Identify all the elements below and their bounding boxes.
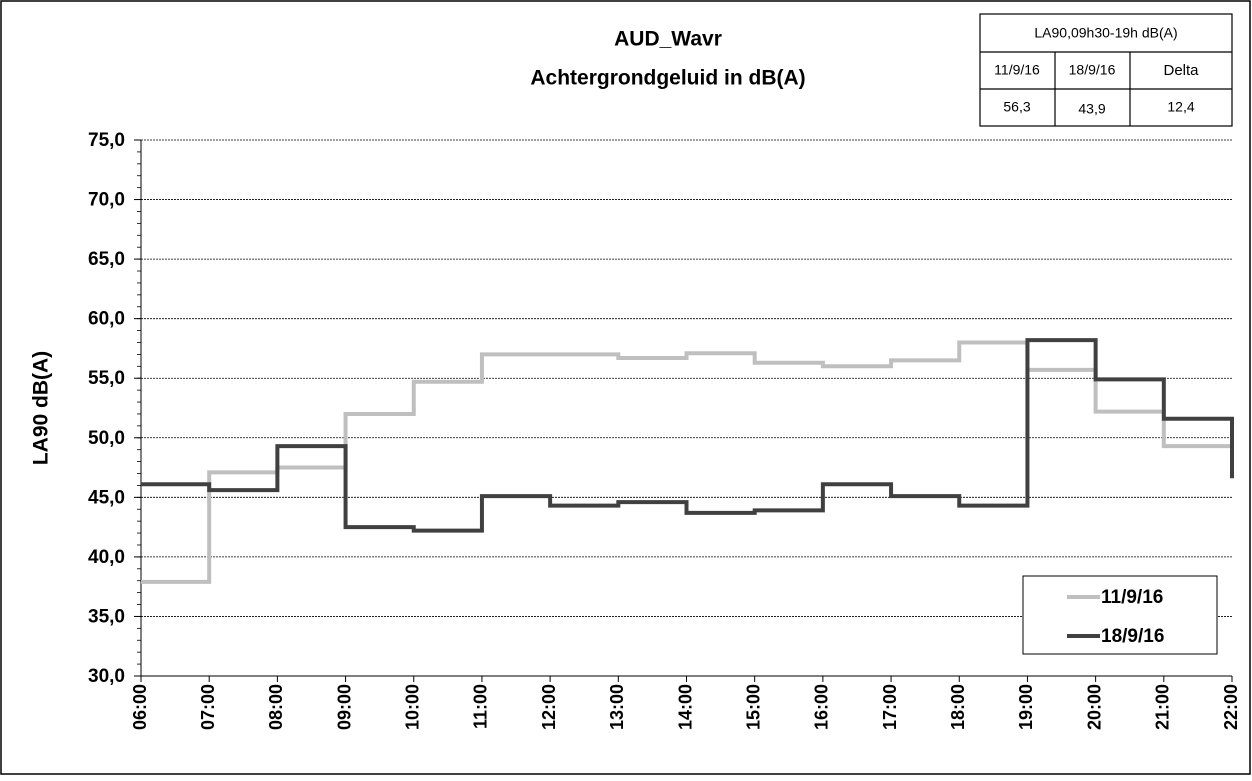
table-column: 18/9/16 [1069, 62, 1116, 78]
y-tick-label: 70,0 [88, 190, 125, 211]
x-tick-label: 14:00 [675, 684, 695, 730]
y-tick-label: 35,0 [88, 606, 125, 627]
chart-title: AUD_Wavr [614, 28, 722, 51]
x-tick-label: 22:00 [1221, 684, 1241, 730]
y-tick-label: 50,0 [88, 428, 125, 449]
y-tick-label: 65,0 [88, 249, 125, 270]
legend-box [1022, 575, 1218, 655]
x-tick-label: 17:00 [880, 684, 900, 730]
x-tick-label: 09:00 [334, 684, 354, 730]
y-axis-label: LA90 dB(A) [30, 351, 53, 465]
y-tick-label: 30,0 [88, 666, 125, 687]
table-column: Delta [1163, 62, 1199, 79]
x-tick-label: 08:00 [266, 684, 286, 730]
x-tick-label: 13:00 [607, 684, 627, 730]
x-tick-label: 15:00 [743, 684, 763, 730]
series-line [141, 338, 1234, 533]
x-tick-label: 20:00 [1084, 684, 1104, 730]
x-tick-label: 18:00 [948, 684, 968, 730]
table-header: LA90,09h30-19h dB(A) [1034, 25, 1177, 41]
x-tick-label: 07:00 [198, 684, 218, 730]
table-value: 56,3 [1003, 99, 1030, 115]
legend-label: 11/9/16 [1101, 587, 1163, 608]
x-tick-label: 06:00 [130, 684, 150, 730]
table-value: 43,9 [1078, 101, 1105, 117]
x-tick-label: 19:00 [1016, 684, 1036, 730]
x-tick-label: 21:00 [1153, 684, 1173, 730]
x-tick-label: 11:00 [471, 684, 491, 729]
legend-label: 18/9/16 [1101, 626, 1164, 647]
x-tick-label: 10:00 [403, 684, 423, 730]
y-tick-label: 75,0 [88, 130, 125, 151]
y-tick-label: 60,0 [88, 309, 125, 330]
table-border [979, 13, 1233, 127]
summary-table [979, 13, 1233, 127]
table-column: 11/9/16 [994, 62, 1040, 78]
x-tick-label: 16:00 [812, 684, 832, 730]
y-tick-label: 45,0 [88, 487, 125, 508]
y-tick-label: 55,0 [88, 368, 125, 389]
y-tick-label: 40,0 [88, 547, 125, 568]
table-value: 12,4 [1167, 99, 1194, 115]
chart-subtitle: Achtergrondgeluid in dB(A) [530, 67, 805, 90]
x-tick-label: 12:00 [539, 684, 559, 730]
